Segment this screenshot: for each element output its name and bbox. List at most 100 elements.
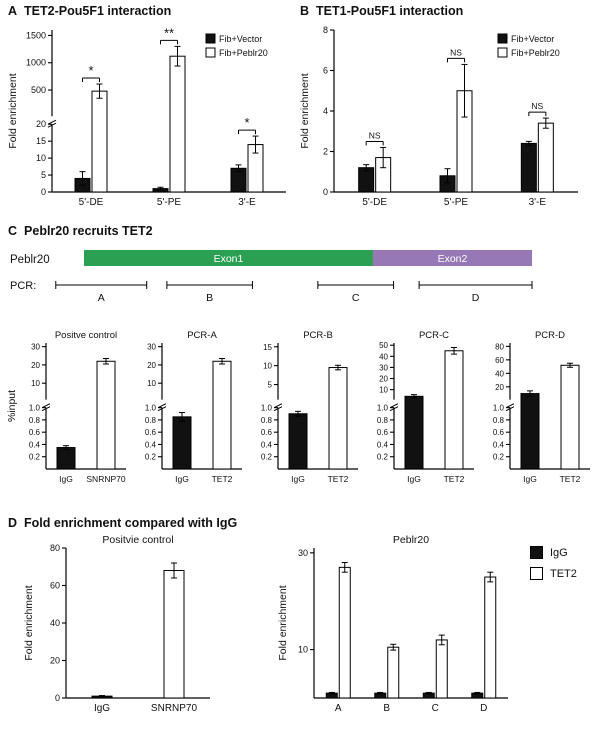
svg-text:Fold enrichment: Fold enrichment [23, 585, 35, 660]
svg-text:40: 40 [495, 369, 504, 378]
svg-text:30: 30 [379, 363, 388, 372]
svg-text:6: 6 [323, 66, 328, 76]
panel-c-letter: C [8, 224, 18, 238]
igg-swatch-icon [530, 546, 543, 559]
svg-text:NS: NS [531, 101, 543, 111]
svg-text:10: 10 [379, 386, 388, 395]
svg-text:IgG: IgG [291, 474, 305, 484]
svg-text:PCR-A: PCR-A [187, 330, 217, 341]
panel-b-header: B TET1-Pou5F1 interaction [300, 4, 596, 18]
svg-text:C: C [352, 292, 360, 304]
svg-text:0: 0 [41, 187, 46, 197]
svg-text:0.2: 0.2 [145, 453, 157, 462]
svg-text:20: 20 [31, 361, 40, 370]
panel-c-title: Peblr20 recruits TET2 [24, 224, 153, 238]
panel-d-header: D Fold enrichment compared with IgG [8, 516, 598, 530]
svg-text:0.8: 0.8 [493, 416, 505, 425]
chart-chip-pcr-a: 0.2 0.4 0.6 0.8 1.0 10 20 30 IgG TET2 PCR-A [145, 330, 242, 484]
svg-text:80: 80 [50, 543, 60, 553]
svg-text:Fib+Peblr20: Fib+Peblr20 [219, 48, 268, 58]
svg-text:B: B [383, 703, 390, 714]
svg-text:IgG: IgG [59, 474, 73, 484]
svg-text:Exon1: Exon1 [214, 253, 244, 265]
svg-text:TET2: TET2 [328, 474, 349, 484]
svg-text:1.0: 1.0 [493, 404, 505, 413]
svg-text:*: * [244, 115, 249, 130]
svg-text:4: 4 [323, 106, 328, 116]
tet2-legend-label: TET2 [550, 567, 577, 580]
svg-text:30: 30 [31, 343, 40, 352]
svg-text:20: 20 [147, 361, 156, 370]
svg-text:0.4: 0.4 [145, 440, 157, 449]
svg-text:5'-DE: 5'-DE [79, 197, 104, 208]
panel-c: C Peblr20 recruits TET2 Peblr20 Exon1 Exon… [2, 222, 598, 491]
svg-text:10: 10 [298, 645, 308, 655]
svg-text:5'-PE: 5'-PE [444, 197, 468, 208]
panel-a-letter: A [8, 4, 18, 18]
svg-text:*: * [88, 63, 93, 78]
svg-text:10: 10 [263, 362, 272, 371]
svg-text:80: 80 [495, 342, 504, 351]
svg-text:IgG: IgG [407, 474, 421, 484]
svg-text:20: 20 [379, 375, 388, 384]
svg-text:1.0: 1.0 [145, 404, 157, 413]
svg-text:PCR-B: PCR-B [303, 330, 333, 341]
svg-text:1.0: 1.0 [29, 404, 41, 413]
svg-text:0.8: 0.8 [377, 416, 389, 425]
svg-text:0.2: 0.2 [493, 453, 505, 462]
svg-text:SNRNP70: SNRNP70 [151, 703, 198, 714]
svg-text:10: 10 [36, 153, 46, 163]
svg-text:50: 50 [379, 341, 388, 350]
svg-text:D: D [480, 703, 487, 714]
svg-text:5'-DE: 5'-DE [362, 197, 387, 208]
svg-text:0.2: 0.2 [29, 453, 41, 462]
svg-text:0.4: 0.4 [29, 440, 41, 449]
panel-d-title: Fold enrichment compared with IgG [24, 516, 238, 530]
svg-text:15: 15 [36, 136, 46, 146]
panel-a: A TET2-Pou5F1 interaction 0 5 10 15 20 500 100… [2, 2, 294, 221]
svg-text:30: 30 [147, 343, 156, 352]
panel-d-letter: D [8, 516, 18, 530]
svg-text:20: 20 [495, 383, 504, 392]
svg-text:20: 20 [50, 656, 60, 666]
svg-text:NS: NS [450, 47, 462, 57]
svg-text:0.6: 0.6 [261, 428, 273, 437]
svg-text:0.2: 0.2 [261, 453, 273, 462]
legend-item-tet2: TET2 [530, 567, 577, 580]
svg-text:A: A [98, 292, 105, 304]
svg-text:Exon2: Exon2 [438, 253, 468, 265]
svg-text:Peblr20: Peblr20 [10, 254, 50, 266]
svg-text:0.4: 0.4 [377, 440, 389, 449]
panel-b: B TET1-Pou5F1 interaction 0 2 4 6 8 5'-DE 5'-P… [294, 2, 596, 221]
svg-text:0.2: 0.2 [377, 453, 389, 462]
svg-text:0.8: 0.8 [261, 416, 273, 425]
gene-diagram-wrap: Peblr20 Exon1 Exon2 PCR: A B C D [4, 244, 598, 311]
chart-chip-pcr-c: 0.2 0.4 0.6 0.8 1.0 10 20 30 40 50 IgG TET2 PCR-C [377, 330, 474, 484]
svg-text:Fib+Peblr20: Fib+Peblr20 [511, 48, 560, 58]
chart-chip-positive-control: 0.2 0.4 0.6 0.8 1.0 10 20 30 IgG SNRNP70 Positve c… [6, 330, 126, 484]
panel-d: D Fold enrichment compared with IgG 0 20 4… [2, 514, 598, 724]
pcr-charts-row: 0.2 0.4 0.6 0.8 1.0 10 20 30 IgG SNRNP70 Positve c… [2, 327, 598, 491]
svg-text:Positve control: Positve control [55, 330, 117, 341]
svg-text:2: 2 [323, 147, 328, 157]
svg-text:10: 10 [147, 379, 156, 388]
panel-c-header: C Peblr20 recruits TET2 [8, 224, 598, 238]
svg-text:30: 30 [298, 548, 308, 558]
svg-text:Fib+Vector: Fib+Vector [511, 34, 554, 44]
svg-text:0: 0 [323, 187, 328, 197]
svg-text:TET2: TET2 [560, 474, 581, 484]
svg-text:PCR-D: PCR-D [535, 330, 565, 341]
svg-text:%input: %input [6, 390, 18, 422]
svg-text:5'-PE: 5'-PE [157, 197, 181, 208]
svg-text:3'-E: 3'-E [529, 197, 547, 208]
chart-tet1-pou5f1-interaction: 0 2 4 6 8 5'-DE 5'-PE 3'-E NS NS NS Fold enrichment… [299, 25, 578, 208]
svg-text:PCR-C: PCR-C [419, 330, 449, 341]
svg-text:C: C [432, 703, 439, 714]
svg-text:IgG: IgG [94, 703, 110, 714]
svg-text:40: 40 [379, 352, 388, 361]
svg-text:0.8: 0.8 [145, 416, 157, 425]
svg-text:3'-E: 3'-E [238, 197, 256, 208]
panel-b-title: TET1-Pou5F1 interaction [316, 4, 464, 18]
svg-text:B: B [206, 292, 213, 304]
